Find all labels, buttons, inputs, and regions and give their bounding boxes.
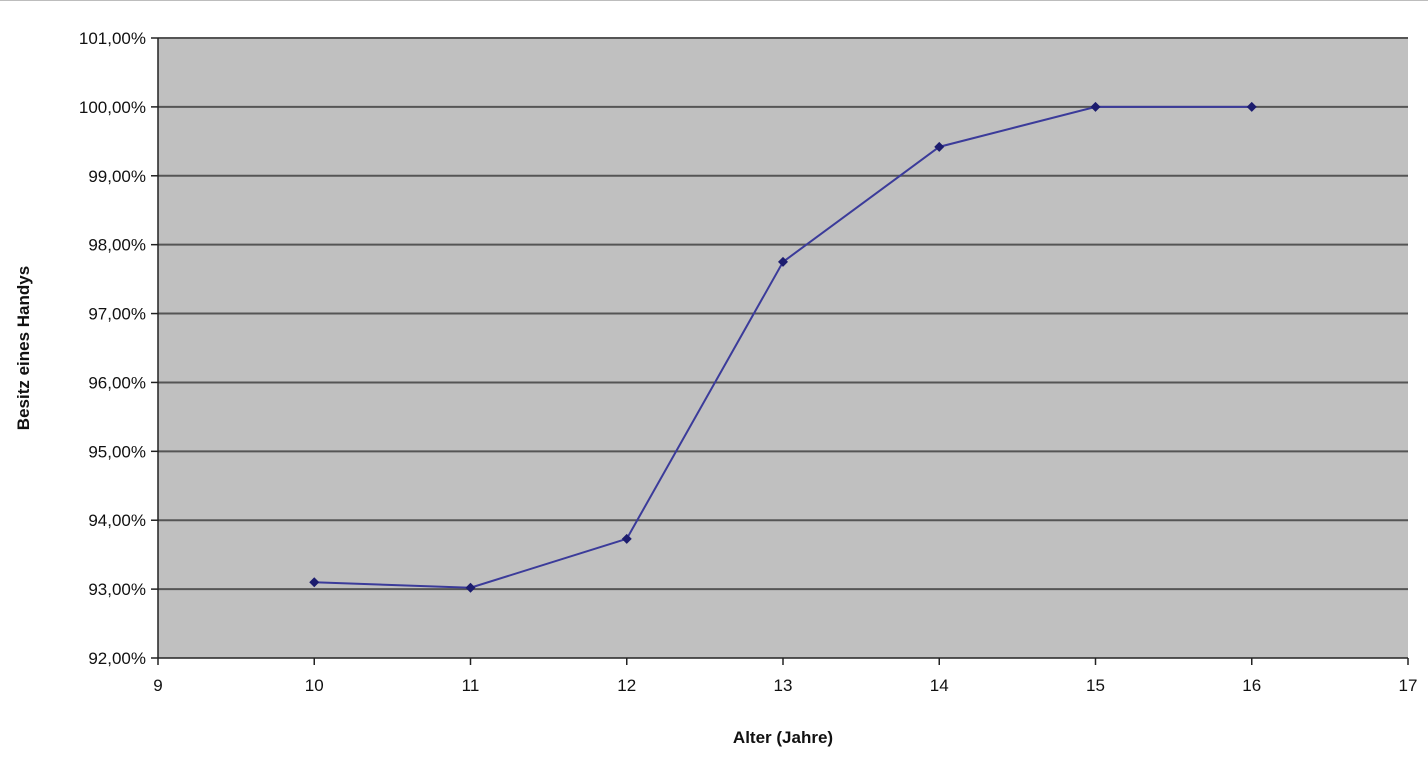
x-tick-label: 10 [305, 676, 324, 695]
x-tick-label: 16 [1242, 676, 1261, 695]
data-point [621, 533, 632, 544]
gridlines [158, 37, 1408, 591]
x-tick-label: 17 [1399, 676, 1418, 695]
y-tick-label: 101,00% [79, 29, 146, 48]
data-point [1090, 101, 1101, 112]
y-tick-label: 94,00% [88, 511, 146, 530]
y-tick-label: 99,00% [88, 167, 146, 186]
y-tick-label: 96,00% [88, 373, 146, 392]
axes [151, 37, 1409, 665]
y-axis-title: Besitz eines Handys [14, 266, 33, 430]
y-tick-label: 98,00% [88, 236, 146, 255]
tick-labels: 92,00% 93,00% 94,00% 95,00% 96,00% 97,00% 98,0… [79, 29, 1418, 695]
y-tick-label: 92,00% [88, 649, 146, 668]
data-point [778, 256, 788, 267]
x-axis-title: Alter (Jahre) [733, 728, 833, 747]
x-tick-label: 13 [774, 676, 793, 695]
x-tick-label: 11 [462, 676, 480, 695]
data-point [465, 582, 476, 593]
data-series [309, 101, 1257, 593]
y-tick-label: 97,00% [88, 305, 146, 324]
x-tick-label: 15 [1086, 676, 1105, 695]
y-tick-label: 95,00% [88, 442, 146, 461]
x-tick-label: 9 [153, 676, 162, 695]
plot-area [158, 38, 1408, 658]
data-point [934, 141, 945, 152]
y-tick-label: 93,00% [88, 580, 146, 599]
x-tick-label: 12 [617, 676, 636, 695]
data-point [309, 577, 320, 588]
y-tick-label: 100,00% [79, 98, 146, 117]
x-tick-label: 14 [930, 676, 949, 695]
data-point [1246, 101, 1257, 112]
